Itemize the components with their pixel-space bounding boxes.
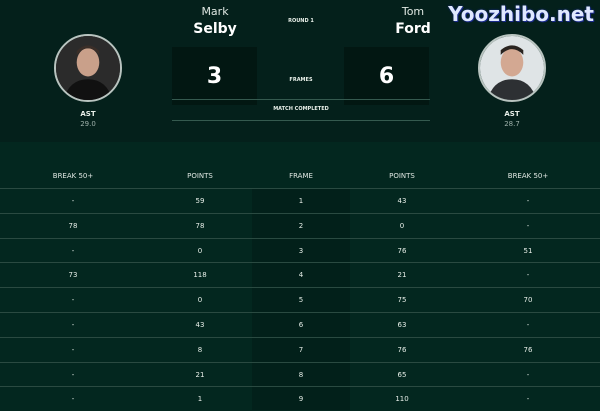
cell-p1-points: 59	[195, 197, 205, 205]
cell-p2-break: -	[526, 197, 530, 205]
cell-p2-points: 110	[395, 395, 409, 404]
table-row: - 0 3 76 51	[0, 237, 600, 263]
cell-p1-points: 8	[197, 345, 203, 354]
cell-p1-break: -	[71, 395, 75, 404]
table-row: - 0 5 75 70	[0, 287, 600, 312]
cell-p1-break: 73	[68, 271, 78, 280]
cell-p2-break: -	[526, 271, 530, 280]
player1-last-name: Selby	[193, 21, 237, 37]
cell-frame-number: 3	[298, 246, 304, 255]
header-p2-points: POINTS	[389, 172, 415, 180]
player2-ast-value: 28.7	[504, 120, 520, 128]
player1-first-name: Mark	[201, 5, 229, 18]
cell-p1-points: 0	[197, 246, 203, 255]
cell-p1-break: 78	[68, 221, 78, 230]
cell-p1-points: 0	[197, 296, 203, 305]
frame-column-highlight	[252, 188, 350, 410]
cell-frame-number: 7	[298, 345, 304, 354]
header-p1-points: POINTS	[187, 172, 213, 180]
round-label: ROUND 1	[288, 18, 314, 24]
player2-ast-label: AST	[504, 110, 520, 118]
cell-p1-break: -	[71, 246, 75, 255]
divider	[172, 99, 430, 100]
cell-p1-points: 43	[195, 321, 205, 329]
cell-frame-number: 6	[298, 321, 304, 329]
cell-p1-break: -	[71, 197, 75, 205]
cell-frame-number: 4	[298, 271, 304, 280]
cell-frame-number: 5	[298, 296, 304, 305]
table-row: - 8 7 76 76	[0, 336, 600, 362]
watermark: Yoozhibo.net	[448, 2, 594, 26]
cell-p2-points: 63	[397, 321, 407, 329]
cell-frame-number: 8	[298, 370, 304, 379]
player2-first-name: Tom	[401, 5, 425, 18]
player1-score: 3	[172, 47, 257, 105]
cell-p2-points: 43	[397, 197, 407, 205]
player2-score: 6	[344, 47, 429, 105]
cell-p2-break: -	[526, 395, 530, 404]
table-row: 73 118 4 21 -	[0, 262, 600, 287]
cell-p2-points: 76	[397, 345, 407, 354]
cell-p2-break: 51	[523, 246, 533, 255]
cell-p2-break: 76	[523, 345, 533, 354]
cell-p1-points: 118	[193, 271, 207, 280]
cell-p1-break: -	[71, 296, 75, 305]
header-frame: FRAME	[289, 172, 313, 180]
header-p2-break: BREAK 50+	[507, 172, 549, 180]
cell-frame-number: 9	[298, 395, 304, 404]
cell-p1-break: -	[71, 345, 75, 354]
table-row: - 59 1 43 -	[0, 188, 600, 213]
table-row: - 21 8 65 -	[0, 361, 600, 387]
table-row: 78 78 2 0 -	[0, 212, 600, 238]
cell-p2-points: 65	[397, 370, 407, 379]
match-status: MATCH COMPLETED	[273, 106, 329, 112]
player2-last-name: Ford	[395, 21, 431, 37]
cell-p2-points: 76	[397, 246, 407, 255]
cell-p2-points: 21	[397, 271, 407, 280]
cell-p1-points: 1	[197, 395, 203, 404]
cell-p1-break: -	[71, 321, 75, 329]
cell-p1-points: 78	[195, 221, 205, 230]
cell-p2-break: -	[526, 370, 530, 379]
cell-p2-break: -	[526, 321, 530, 329]
cell-p2-points: 0	[399, 221, 405, 230]
player1-avatar	[54, 34, 122, 102]
cell-p2-break: -	[526, 221, 530, 230]
cell-p2-points: 75	[397, 296, 407, 305]
divider	[172, 120, 430, 121]
cell-p1-points: 21	[195, 370, 205, 379]
frames-label: FRAMES	[289, 77, 313, 83]
player1-ast-label: AST	[80, 110, 96, 118]
cell-frame-number: 1	[298, 197, 304, 205]
cell-p1-break: -	[71, 370, 75, 379]
player2-avatar	[478, 34, 546, 102]
cell-p2-break: 70	[523, 296, 533, 305]
header-p1-break: BREAK 50+	[52, 172, 94, 180]
table-row: - 43 6 63 -	[0, 312, 600, 337]
table-row: - 1 9 110 -	[0, 386, 600, 411]
player1-ast-value: 29.0	[80, 120, 96, 128]
cell-frame-number: 2	[298, 221, 304, 230]
